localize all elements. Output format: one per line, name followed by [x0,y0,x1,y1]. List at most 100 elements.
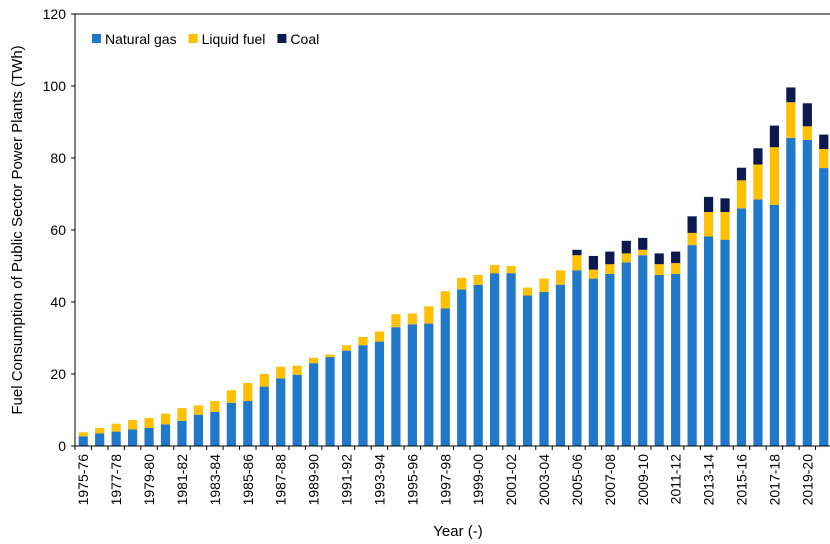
bar-segment [210,411,220,446]
bar-segment [736,208,747,446]
bar-segment [638,237,648,250]
x-tick-label: 1975-76 [75,454,91,506]
bar-segment [703,196,714,212]
x-axis-label: Year (-) [433,523,482,540]
bar-segment [621,262,631,446]
bar-segment [736,180,747,209]
bar-segment [506,266,516,274]
bar-segment [769,204,780,446]
bar-segment [819,149,829,169]
bar-segment [292,374,302,446]
bar-segment [769,125,780,148]
bar-segment [819,134,829,149]
x-tick-label: 2011-12 [668,454,684,505]
x-tick-label: 1997-98 [437,454,453,506]
bar-segment [457,289,467,446]
legend-label: Natural gas [105,31,177,47]
x-tick-label: 1977-78 [108,454,124,506]
bar-segment [819,168,829,446]
x-tick-label: 2003-04 [536,454,552,506]
bar-segment [654,264,664,275]
bar-segment [111,431,121,446]
bar-segment [588,255,598,270]
bar-segment [621,240,631,254]
x-tick-label: 2015-16 [733,454,749,506]
y-axis-label: Fuel Consumption of Public Sector Power … [9,45,26,414]
bar-segment [786,102,796,138]
bar-segment [95,428,105,434]
bar-segment [687,232,697,246]
bar-segment [226,402,236,446]
bar-segment [259,374,269,387]
bar-segment [95,433,105,446]
bar-segment [539,278,549,292]
bar-segment [374,331,385,342]
x-tick-label: 1989-90 [306,454,322,506]
bar-segment [720,212,730,240]
bar-segment [473,284,483,446]
bar-segment [522,287,533,296]
bar-segment [555,284,566,446]
bar-segment [424,306,434,324]
bar-segment [588,269,598,279]
bar-segment [325,354,335,358]
bar-segment [309,363,319,446]
bar-segment [802,126,812,140]
bar-segment [638,249,648,256]
x-tick-label: 2019-20 [799,454,815,506]
bar-segment [127,420,138,430]
x-tick-label: 2017-18 [766,454,782,506]
bar-segment [292,365,302,375]
bar-segment [243,401,253,446]
y-tick-label: 40 [50,294,66,310]
bar-segment [572,270,582,446]
bar-segment [769,147,780,205]
bar-segment [572,255,582,271]
bar-segment [490,273,500,446]
bar-segment [753,164,763,200]
bar-segment [193,405,204,415]
bar-segment [473,275,483,285]
bar-segment [407,324,417,446]
bar-segment [457,277,467,290]
bar-segment [654,275,664,446]
bar-segment [259,386,269,446]
x-tick-label: 1979-80 [141,454,157,506]
bar-segment [78,432,88,437]
x-tick-label: 2005-06 [569,454,585,506]
bar-segment [341,345,352,351]
bar-segment [243,383,253,401]
bar-segment [177,420,187,446]
bar-segment [78,436,88,446]
bar-segment [144,417,154,428]
bar-segment [210,401,220,412]
bar-segment [374,341,385,446]
bar-segment [621,253,631,263]
x-tick-label: 2001-02 [503,454,519,506]
x-tick-label: 1999-00 [470,454,486,506]
bar-segment [671,263,681,274]
bar-segment [720,198,730,212]
x-tick-label: 2013-14 [701,454,717,506]
bar-segment [226,390,236,403]
bar-segment [802,140,812,446]
x-tick-label: 2009-10 [635,454,651,506]
bar-segment [671,251,681,264]
bar-segment [325,357,335,446]
legend-label: Liquid fuel [202,31,266,47]
y-tick-label: 0 [58,438,66,454]
bar-segment [588,278,598,446]
bar-segment [555,270,566,285]
bar-segment [605,251,615,265]
x-tick-label: 1983-84 [207,454,223,506]
bar-segment [276,378,286,446]
bar-segment [358,345,368,446]
y-tick-label: 100 [43,78,67,94]
bar-segment [127,429,138,446]
bar-segment [490,264,500,274]
x-tick-label: 1985-86 [240,454,256,506]
bar-segment [720,239,730,446]
x-tick-label: 2007-08 [602,454,618,506]
legend-swatch [188,34,198,43]
x-tick-label: 1995-96 [404,454,420,506]
